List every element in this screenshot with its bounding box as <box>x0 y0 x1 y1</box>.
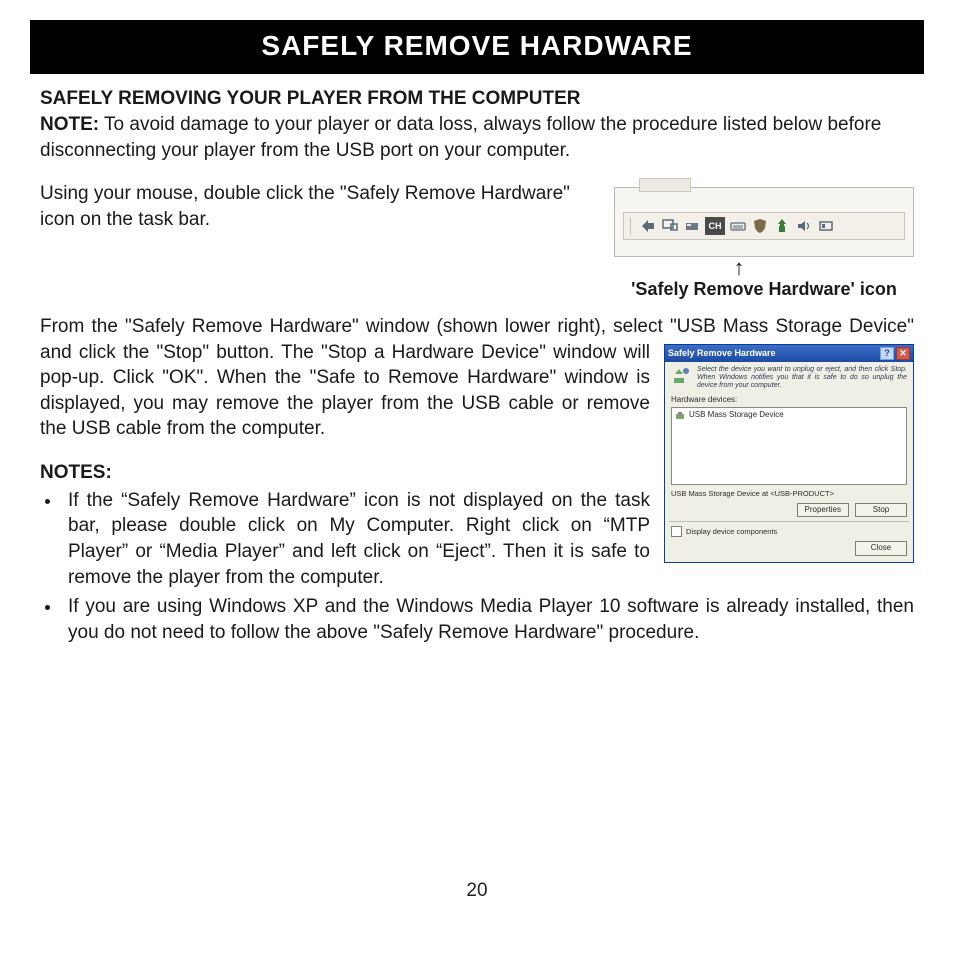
xp-device-item-label: USB Mass Storage Device <box>689 410 784 421</box>
para2b: the "Stop" button. The "Stop a Hardware … <box>40 342 650 440</box>
row-step1: Using your mouse, double click the "Safe… <box>40 181 914 300</box>
eject-device-icon <box>671 366 691 386</box>
window-tab-stub <box>639 178 691 192</box>
xp-button-row: Properties Stop <box>671 503 907 518</box>
note-paragraph: NOTE: To avoid damage to your player or … <box>40 112 914 163</box>
xp-dialog-figure: Safely Remove Hardware ? ✕ Select the de… <box>664 344 914 564</box>
section-heading: SAFELY REMOVING YOUR PLAYER FROM THE COM… <box>40 88 914 110</box>
tray-ch-icon: CH <box>705 217 725 235</box>
checkbox-box-icon[interactable] <box>671 526 682 537</box>
close-button[interactable]: Close <box>855 541 907 556</box>
note-label: NOTE: <box>40 114 99 135</box>
pointer-arrow-icon: ↑ <box>614 259 914 277</box>
xp-instruction-row: Select the device you want to unplug or … <box>671 366 907 391</box>
page-number: 20 <box>0 880 954 902</box>
xp-status-text: USB Mass Storage Device at <USB-PRODUCT> <box>671 489 907 499</box>
tray-shield-icon <box>751 217 769 235</box>
taskbar-mock: CH <box>614 187 914 257</box>
xp-instruction-text: Select the device you want to unplug or … <box>697 366 907 391</box>
tray-separator <box>630 217 631 235</box>
xp-close-row: Close <box>671 541 907 556</box>
safely-remove-hardware-icon[interactable] <box>773 217 791 235</box>
stop-button[interactable]: Stop <box>855 503 907 518</box>
system-tray: CH <box>623 212 905 240</box>
note-text: To avoid damage to your player or data l… <box>40 114 881 161</box>
manual-page: SAFELY REMOVE HARDWARE SAFELY REMOVING Y… <box>0 0 954 954</box>
xp-window: Safely Remove Hardware ? ✕ Select the de… <box>664 344 914 564</box>
note-item-2: If you are using Windows XP and the Wind… <box>62 594 914 645</box>
para-step1: Using your mouse, double click the "Safe… <box>40 181 596 300</box>
xp-window-title: Safely Remove Hardware <box>668 347 776 359</box>
tray-arrow-icon <box>639 217 657 235</box>
tray-keyboard-icon <box>729 217 747 235</box>
tray-disk-icon <box>683 217 701 235</box>
xp-help-button[interactable]: ? <box>880 347 894 360</box>
xp-separator <box>669 521 909 522</box>
page-title-bar: SAFELY REMOVE HARDWARE <box>30 20 924 74</box>
checkbox-label: Display device components <box>686 527 777 537</box>
properties-button[interactable]: Properties <box>797 503 849 518</box>
tray-monitor-icon <box>661 217 679 235</box>
para-step2: From the "Safely Remove Hardware" window… <box>40 314 914 646</box>
xp-device-listbox[interactable]: USB Mass Storage Device <box>671 407 907 485</box>
display-components-checkbox[interactable]: Display device components <box>671 526 907 537</box>
xp-close-button[interactable]: ✕ <box>896 347 910 360</box>
xp-devices-label: Hardware devices: <box>671 395 907 406</box>
tray-square-icon <box>817 217 835 235</box>
taskbar-caption: 'Safely Remove Hardware' icon <box>614 279 914 300</box>
xp-titlebar: Safely Remove Hardware ? ✕ <box>665 345 913 362</box>
xp-device-item[interactable]: USB Mass Storage Device <box>675 410 903 421</box>
usb-device-icon <box>675 411 685 421</box>
taskbar-figure: CH <box>614 181 914 300</box>
xp-body: Select the device you want to unplug or … <box>665 362 913 563</box>
intro-block: SAFELY REMOVING YOUR PLAYER FROM THE COM… <box>40 88 914 163</box>
tray-volume-icon <box>795 217 813 235</box>
